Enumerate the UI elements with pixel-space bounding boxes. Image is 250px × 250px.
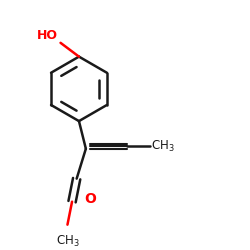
Text: CH$_3$: CH$_3$ <box>56 234 79 249</box>
Text: O: O <box>85 192 96 206</box>
Text: HO: HO <box>37 29 58 42</box>
Text: CH$_3$: CH$_3$ <box>152 139 175 154</box>
